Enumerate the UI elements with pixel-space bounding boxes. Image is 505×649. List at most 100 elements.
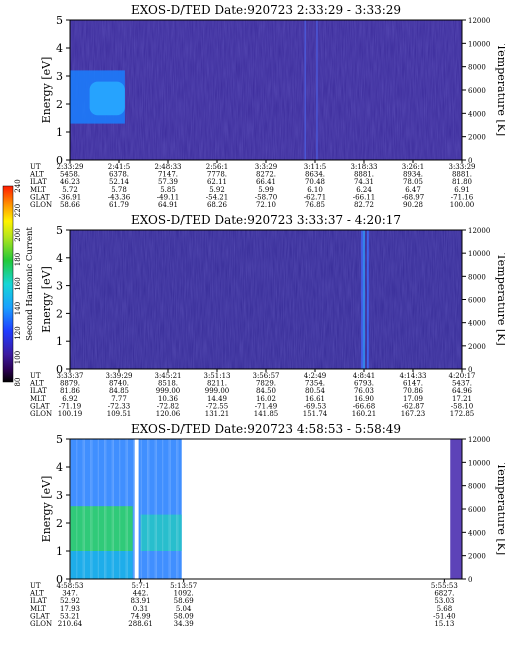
ephemeris-value: 16.61 [305,395,325,403]
data-gap [134,439,139,579]
y2-tick-label: 6000 [468,297,486,305]
ephemeris-label: ILAT [30,387,47,395]
ephemeris-value: 288.61 [128,620,153,628]
ephemeris-value: 8881. [452,171,472,179]
ephemeris-value: 4:8:41 [353,372,376,380]
ephemeris-value: -62.87 [402,402,424,410]
ephemeris-value: -69.53 [304,402,326,410]
ephemeris-value: 5458. [60,171,80,179]
ephemeris-value: 8881. [354,171,374,179]
y2-tick-label: 0 [468,576,472,584]
panel-1: EXOS-D/TED Date:920723 2:33:29 - 3:33:29… [29,3,505,209]
y2-tick-label: 4000 [468,110,486,118]
data-streak [304,20,306,160]
ephemeris-value: 7354. [305,380,325,388]
ephemeris-value: 74.99 [131,612,151,620]
y2-tick-label: 12000 [468,227,490,235]
y-tick-label: 5 [56,433,63,446]
data-band [70,506,133,551]
ephemeris-label: GLAT [30,402,50,410]
ephemeris-value: 84.50 [256,387,276,395]
ephemeris-value: 5.78 [111,186,127,194]
panel-2: EXOS-D/TED Date:920723 3:33:37 - 4:20:17… [29,213,505,418]
ephemeris-value: 6.92 [62,395,78,403]
ephemeris-value: 53.03 [434,597,454,605]
ephemeris-value: 6827. [434,590,454,598]
y-tick-label: 3 [56,489,63,502]
chart-title: EXOS-D/TED Date:920723 4:58:53 - 5:58:49 [131,422,401,436]
data-texture [168,439,170,579]
ephemeris-value: 6.91 [454,186,470,194]
ephemeris-value: 109.51 [107,410,132,418]
ephemeris-value: 141.85 [254,410,279,418]
ephemeris-value: 6.47 [405,186,421,194]
ephemeris-value: 62.11 [207,178,227,186]
ephemeris-value: 5.72 [62,186,78,194]
colorbar-tick-label: 220 [14,204,22,217]
y2-tick-label: 12000 [468,17,490,25]
ephemeris-value: 442. [133,590,149,598]
data-band [450,439,462,579]
ephemeris-label: GLAT [30,612,50,620]
ephemeris-value: 3:45:21 [155,372,182,380]
ephemeris-value: 100.19 [58,410,83,418]
ephemeris-value: 70.86 [403,387,424,395]
chart-title: EXOS-D/TED Date:920723 2:33:29 - 3:33:29 [131,3,401,17]
ephemeris-value: 17.93 [60,605,80,613]
ephemeris-value: 172.85 [450,410,475,418]
ephemeris-value: -68.97 [402,193,424,201]
ephemeris-value: 3:33:37 [57,372,84,380]
ephemeris-value: 76.85 [305,201,325,209]
ephemeris-label: UT [30,163,41,171]
ephemeris-value: 5:13:57 [170,582,197,590]
ephemeris-value: 57.39 [158,178,178,186]
ephemeris-label: GLAT [30,193,50,201]
data-texture [169,439,171,579]
ephemeris-label: UT [30,372,41,380]
ephemeris-value: 3:18:33 [351,163,378,171]
ephemeris-value: 2:41:5 [108,163,131,171]
ephemeris-value: -72.33 [108,402,130,410]
ephemeris-value: 3:3:29 [255,163,278,171]
y-tick-label: 1 [56,335,63,348]
y-tick-label: 0 [56,154,63,167]
ephemeris-value: -49.11 [157,193,179,201]
y2-tick-label: 6000 [468,506,486,514]
y-tick-label: 5 [56,224,63,237]
ephemeris-value: 15.13 [434,620,454,628]
ephemeris-label: ALT [29,171,44,179]
data-texture [76,439,78,579]
ephemeris-label: GLON [30,201,52,209]
ephemeris-value: -58.10 [451,402,473,410]
ephemeris-value: 999.00 [156,387,181,395]
ephemeris-value: -72.55 [206,402,228,410]
data-texture [155,439,157,579]
ephemeris-value: 4:2:49 [304,372,327,380]
ephemeris-value: 210.64 [58,620,83,628]
plot-noise [70,20,462,160]
ephemeris-value: 16.90 [354,395,374,403]
panel-3: EXOS-D/TED Date:920723 4:58:53 - 5:58:49… [29,422,505,628]
y-axis-label: Energy [eV] [40,57,53,124]
ephemeris-value: 167.23 [401,410,426,418]
y2-tick-label: 8000 [468,273,486,281]
ephemeris-value: 81.86 [60,387,81,395]
data-texture [140,439,142,579]
ephemeris-value: 66.41 [256,178,276,186]
ephemeris-value: 2:33:29 [57,163,84,171]
ephemeris-value: 58.66 [60,201,81,209]
colorbar-label: Second Harmonic Current [25,227,35,341]
ephemeris-value: 6378. [109,171,129,179]
y-tick-label: 2 [56,98,63,111]
ephemeris-value: 3:39:29 [106,372,133,380]
ephemeris-value: 52.14 [109,178,130,186]
ephemeris-value: 1092. [174,590,194,598]
ephemeris-value: 68.26 [207,201,228,209]
data-texture [162,439,164,579]
colorbar-gradient [2,185,14,383]
y-tick-label: 1 [56,545,63,558]
y-tick-label: 3 [56,280,63,293]
y2-axis-label: Temperature [K] [495,463,505,555]
y2-tick-label: 2000 [468,553,486,561]
ephemeris-value: 84.85 [109,387,129,395]
